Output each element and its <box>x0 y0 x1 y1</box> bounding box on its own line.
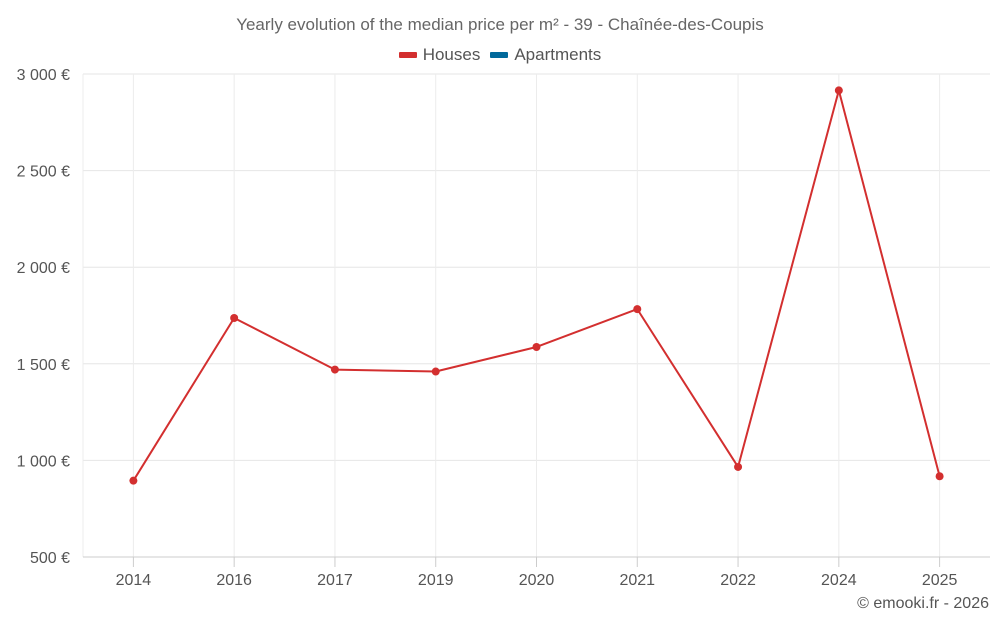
y-tick-label: 2 500 € <box>17 164 70 181</box>
y-tick-label: 1 500 € <box>17 357 70 374</box>
legend-item-houses[interactable]: Houses <box>398 45 481 65</box>
x-tick-label: 2022 <box>720 572 756 589</box>
x-tick-label: 2021 <box>619 572 655 589</box>
credit-text: © emooki.fr - 2026 <box>857 595 989 612</box>
x-tick-label: 2014 <box>116 572 152 589</box>
legend-label-houses: Houses <box>422 45 481 64</box>
legend: Houses Apartments <box>0 45 1000 65</box>
x-tick-label: 2024 <box>821 572 857 589</box>
data-point <box>734 462 743 471</box>
legend-item-apartments[interactable]: Apartments <box>490 45 601 65</box>
x-tick-label: 2025 <box>922 572 958 589</box>
data-point <box>431 367 440 376</box>
data-point <box>935 472 944 481</box>
data-point <box>532 342 541 351</box>
x-tick-label: 2017 <box>317 572 353 589</box>
y-tick-label: 500 € <box>30 550 70 567</box>
data-point <box>834 86 843 95</box>
data-point <box>633 305 642 314</box>
data-point <box>129 476 138 485</box>
x-tick-label: 2019 <box>418 572 454 589</box>
y-tick-label: 1 000 € <box>17 453 70 470</box>
legend-swatch-houses <box>398 52 417 58</box>
y-tick-label: 2 000 € <box>17 260 70 277</box>
x-tick-label: 2020 <box>519 572 555 589</box>
legend-swatch-apartments <box>490 52 509 58</box>
x-tick-label: 2016 <box>216 572 252 589</box>
data-point <box>330 365 339 374</box>
chart-title: Yearly evolution of the median price per… <box>236 15 764 34</box>
legend-label-apartments: Apartments <box>514 45 602 64</box>
data-point <box>230 314 239 323</box>
y-tick-label: 3 000 € <box>17 67 70 84</box>
